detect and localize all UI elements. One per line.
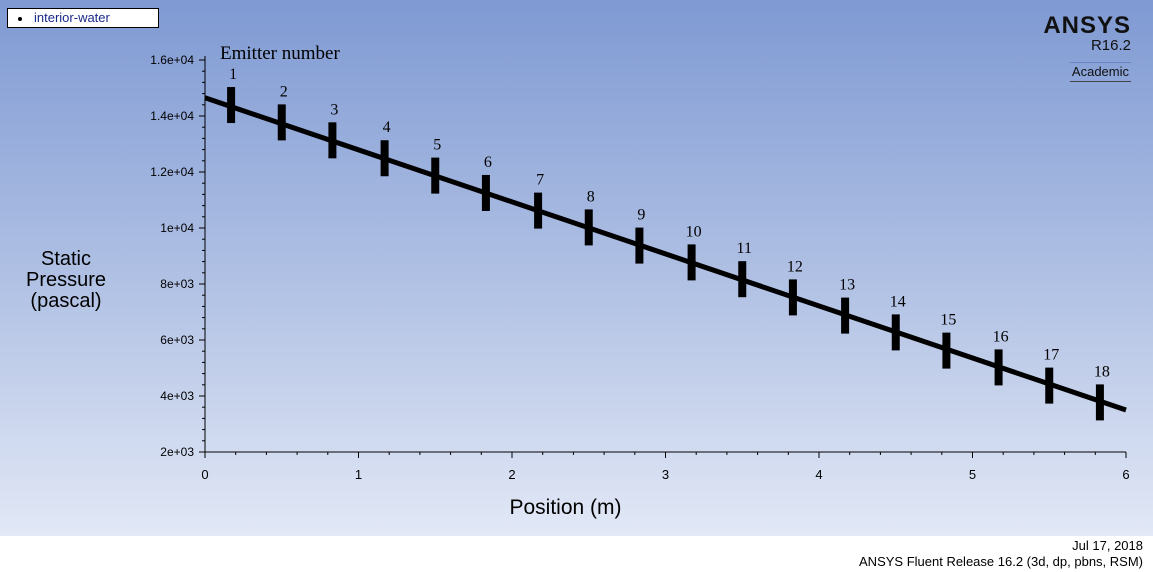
emitter-marker xyxy=(942,332,951,369)
footer-release: ANSYS Fluent Release 16.2 (3d, dp, pbns,… xyxy=(859,554,1143,569)
emitter-marker xyxy=(481,174,490,211)
emitter-marker xyxy=(277,104,286,141)
emitter-label: 10 xyxy=(686,223,702,240)
brand-version: R16.2 xyxy=(1090,37,1131,54)
emitter-marker xyxy=(635,227,644,264)
legend-label: interior-water xyxy=(34,10,110,25)
emitter-label: 2 xyxy=(280,83,288,100)
y-axis-label-line: (pascal) xyxy=(30,290,101,312)
emitter-marker xyxy=(738,261,747,298)
y-tick-label: 4e+03 xyxy=(160,389,194,403)
x-axis-label: Position (m) xyxy=(509,496,621,519)
emitter-marker xyxy=(788,279,797,316)
emitter-label: 17 xyxy=(1043,347,1059,364)
emitter-marker xyxy=(431,157,440,194)
x-tick-label: 5 xyxy=(969,467,976,482)
ansys-logo: ANSYS R16.2 Academic xyxy=(1043,14,1131,82)
emitter-label: 11 xyxy=(737,240,752,257)
y-tick-label: 1.6e+04 xyxy=(150,53,194,67)
series-line xyxy=(204,95,1127,413)
brand-edition: Academic xyxy=(1069,62,1131,82)
y-tick-label: 6e+03 xyxy=(160,333,194,347)
y-tick-label: 1.4e+04 xyxy=(150,109,194,123)
brand-name: ANSYS xyxy=(1043,12,1131,39)
footer-date: Jul 17, 2018 xyxy=(1072,538,1143,553)
x-tick-label: 0 xyxy=(201,467,208,482)
x-tick-label: 6 xyxy=(1122,467,1129,482)
emitter-number-title: Emitter number xyxy=(220,43,340,64)
plot-area: 2e+03 4e+03 6e+03 8e+03 1e+04 1.2e+04 1.4e+04 1… xyxy=(0,0,1153,536)
emitter-marker xyxy=(380,140,389,177)
emitter-label: 4 xyxy=(383,119,391,136)
emitter-label: 8 xyxy=(587,188,595,205)
x-tick-label: 4 xyxy=(815,467,822,482)
y-tick-label: 1.2e+04 xyxy=(150,165,194,179)
emitter-label: 9 xyxy=(637,207,645,224)
emitter-marker xyxy=(841,297,850,334)
emitter-label: 7 xyxy=(536,172,544,189)
legend[interactable]: interior-water xyxy=(7,8,159,28)
pressure-chart: 2e+03 4e+03 6e+03 8e+03 1e+04 1.2e+04 1.4e+04 1… xyxy=(26,43,1130,519)
emitter-label: 18 xyxy=(1094,363,1110,380)
emitter-label: 13 xyxy=(839,277,855,294)
emitter-label: 6 xyxy=(484,154,492,171)
emitter-label: 5 xyxy=(433,137,441,154)
emitter-marker xyxy=(1095,384,1104,421)
legend-marker xyxy=(18,16,22,21)
emitter-label: 16 xyxy=(993,328,1009,345)
emitter-label: 12 xyxy=(787,258,803,275)
footer: Jul 17, 2018 ANSYS Fluent Release 16.2 (… xyxy=(859,538,1143,570)
y-tick-label: 1e+04 xyxy=(160,221,194,235)
emitter-marker xyxy=(534,192,543,229)
emitter-marker xyxy=(584,209,593,246)
y-tick-label: 2e+03 xyxy=(160,445,194,459)
emitter-marker xyxy=(227,87,236,124)
y-axis-label-line: Pressure xyxy=(26,269,106,291)
y-axis-label-line: Static xyxy=(41,248,91,270)
emitter-marker xyxy=(328,122,337,159)
x-tick-label: 1 xyxy=(355,467,362,482)
emitter-label: 14 xyxy=(890,293,906,310)
x-tick-label: 2 xyxy=(508,467,515,482)
y-tick-label: 8e+03 xyxy=(160,277,194,291)
emitter-marker xyxy=(891,314,900,351)
emitter-label: 15 xyxy=(940,312,956,329)
emitter-marker xyxy=(994,349,1003,386)
emitter-label: 1 xyxy=(229,66,237,83)
x-tick-label: 3 xyxy=(662,467,669,482)
emitter-marker xyxy=(1045,367,1054,404)
emitter-label: 3 xyxy=(330,101,338,118)
emitter-marker xyxy=(687,244,696,281)
